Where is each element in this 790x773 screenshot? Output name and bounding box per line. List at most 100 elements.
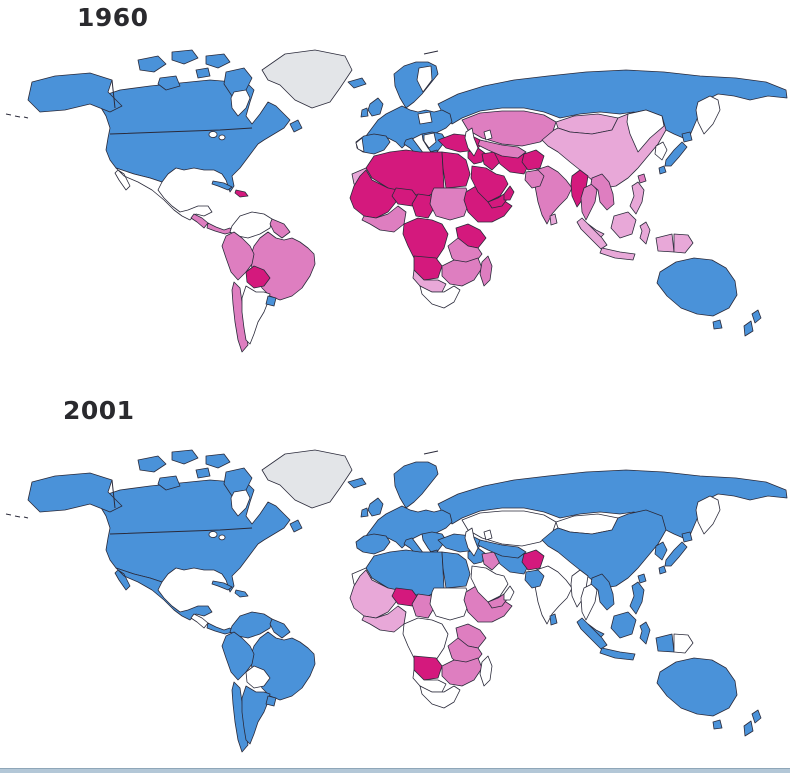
region-brazil [249, 631, 316, 701]
region-arctic-island-2 [171, 449, 199, 465]
region-japan-kyushu [658, 165, 667, 175]
region-uzbek-turkmen [477, 139, 527, 159]
region-mexico [114, 567, 213, 621]
region-caspian-sea [464, 527, 479, 557]
region-hudson-bay [230, 89, 251, 117]
region-java [599, 247, 636, 261]
region-taiwan [637, 173, 647, 184]
region-oman [503, 185, 515, 201]
region-borneo [610, 211, 637, 239]
region-cuba [211, 580, 233, 591]
region-aral-sea [483, 129, 493, 141]
region-sulawesi [639, 221, 651, 245]
region-iraq [481, 551, 501, 571]
region-central-america-south [206, 222, 234, 235]
region-central-america-north [190, 213, 209, 229]
region-new-zealand-south [743, 320, 754, 337]
region-aral-sea [483, 529, 493, 541]
region-egypt [441, 151, 471, 189]
region-newguinea-east [673, 233, 694, 254]
region-arctic-island-5 [195, 467, 211, 479]
alaska-canada-border [111, 479, 116, 509]
aleutian-islands [5, 113, 29, 119]
region-hudson-bay [230, 489, 251, 517]
region-uk [367, 97, 384, 117]
svalbard-dash [423, 450, 439, 455]
region-central-america-north [190, 613, 209, 629]
region-poland-nodata [417, 111, 433, 125]
region-bolivia [245, 665, 271, 689]
region-arctic-island-2 [171, 49, 199, 65]
region-uruguay [265, 695, 277, 707]
region-sri-lanka [549, 613, 558, 626]
region-caspian-sea [464, 127, 479, 157]
region-arctic-island-6 [157, 475, 181, 491]
region-java [599, 647, 636, 661]
region-newguinea-west [655, 233, 675, 253]
region-hispaniola [234, 589, 249, 598]
region-europe-mainland [365, 505, 453, 549]
region-afghanistan [521, 149, 545, 171]
region-central-america-south [206, 622, 234, 635]
region-scandinavia [393, 461, 439, 509]
region-sudan [429, 187, 471, 221]
region-sri-lanka [549, 213, 558, 226]
region-iceland [347, 477, 367, 489]
scan-edge-strip [0, 768, 790, 773]
region-japan-hokkaido [681, 531, 693, 543]
region-cuba [211, 180, 233, 191]
region-kamchatka [695, 495, 721, 535]
region-madagascar [479, 255, 493, 287]
region-central-africa [402, 617, 449, 665]
region-sulawesi [639, 621, 651, 645]
region-newguinea-west [655, 633, 675, 653]
region-thailand [580, 583, 598, 621]
region-great-lakes [208, 131, 226, 141]
region-tasmania [712, 319, 723, 330]
region-tasmania [712, 719, 723, 730]
region-central-africa [402, 217, 449, 265]
region-argentina [241, 285, 271, 345]
region-zambia-mozambique [441, 657, 483, 687]
region-uruguay [265, 295, 277, 307]
region-arctic-island-3 [205, 453, 231, 469]
region-arctic-island-3 [205, 53, 231, 69]
region-niger [391, 187, 419, 207]
region-ireland [360, 107, 369, 118]
world-map-2001 [5, 449, 788, 753]
region-guyanas [269, 218, 291, 239]
region-new-zealand-south [743, 720, 754, 737]
region-kamchatka [695, 95, 721, 135]
region-pakistan [524, 569, 545, 589]
svalbard-dash [423, 50, 439, 55]
region-greenland [261, 449, 353, 509]
region-egypt [441, 551, 471, 589]
region-arctic-island-5 [195, 67, 211, 79]
region-newguinea-east [673, 633, 694, 654]
region-madagascar [479, 655, 493, 687]
region-new-zealand-north [751, 309, 762, 324]
region-guyanas [269, 618, 291, 639]
region-saudi-arabia [470, 165, 509, 203]
region-uk [367, 497, 384, 517]
map-1960-year-label: 1960 [77, 3, 149, 32]
region-japan-kyushu [658, 565, 667, 575]
region-newfoundland [289, 519, 303, 533]
region-iberia [355, 533, 391, 555]
region-taiwan [637, 573, 647, 584]
us-canada-border [109, 127, 253, 135]
region-saudi-arabia [470, 565, 509, 603]
region-zambia-mozambique [441, 257, 483, 287]
region-iraq [481, 151, 501, 171]
aleutian-islands [5, 513, 29, 519]
region-manchuria-nodata [626, 109, 665, 153]
region-sumatra [576, 217, 608, 250]
region-india [534, 165, 573, 225]
region-ecuador-peru [221, 631, 255, 681]
region-sudan [429, 587, 471, 621]
region-philippines [629, 181, 645, 215]
region-alaska [27, 72, 123, 113]
region-arctic-island-6 [157, 75, 181, 91]
region-balkans-nodata [423, 132, 437, 149]
region-japan-honshu [664, 141, 688, 167]
